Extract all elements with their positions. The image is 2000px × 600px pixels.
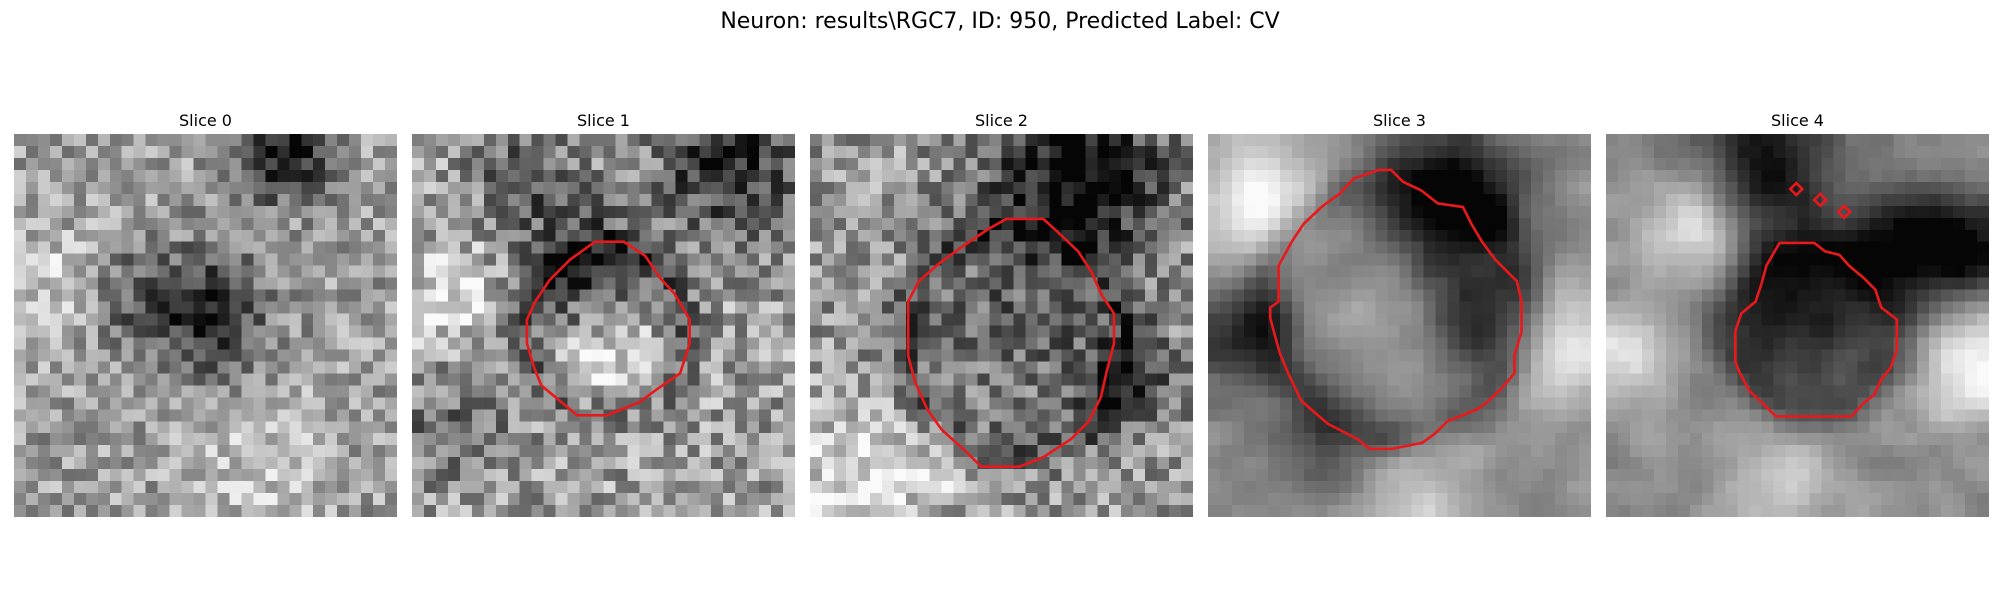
slice-1-image xyxy=(412,134,795,517)
slice-title: Slice 0 xyxy=(179,111,232,130)
slice-0-image xyxy=(14,134,397,517)
slice-title: Slice 3 xyxy=(1373,111,1426,130)
slice-image xyxy=(412,134,795,517)
slice-2-image xyxy=(810,134,1193,517)
slice-4-image xyxy=(1606,134,1989,517)
slice-title: Slice 1 xyxy=(577,111,630,130)
segmentation-contour xyxy=(906,217,1116,469)
slice-panel-3: Slice 3 xyxy=(1208,108,1591,517)
slice-image xyxy=(810,134,1193,517)
slice-3-image xyxy=(1208,134,1591,517)
segmentation-contour xyxy=(1268,168,1523,451)
small-contour xyxy=(1788,181,1805,197)
segmentation-contour xyxy=(525,240,691,417)
slice-title: Slice 2 xyxy=(975,111,1028,130)
slice-image xyxy=(1606,134,1989,517)
small-contour xyxy=(1836,203,1853,220)
slice-panel-2: Slice 2 xyxy=(810,108,1193,517)
small-contour xyxy=(1812,191,1829,208)
segmentation-contour xyxy=(1733,241,1899,418)
slice-panel-0: Slice 0 xyxy=(14,108,397,517)
slice-panel-4: Slice 4 xyxy=(1606,108,1989,517)
figure-title: Neuron: results\RGC7, ID: 950, Predicted… xyxy=(720,9,1280,34)
slice-title: Slice 4 xyxy=(1771,111,1824,130)
slice-image xyxy=(1208,134,1591,517)
slice-panel-1: Slice 1 xyxy=(412,108,795,517)
slice-image xyxy=(14,134,397,517)
